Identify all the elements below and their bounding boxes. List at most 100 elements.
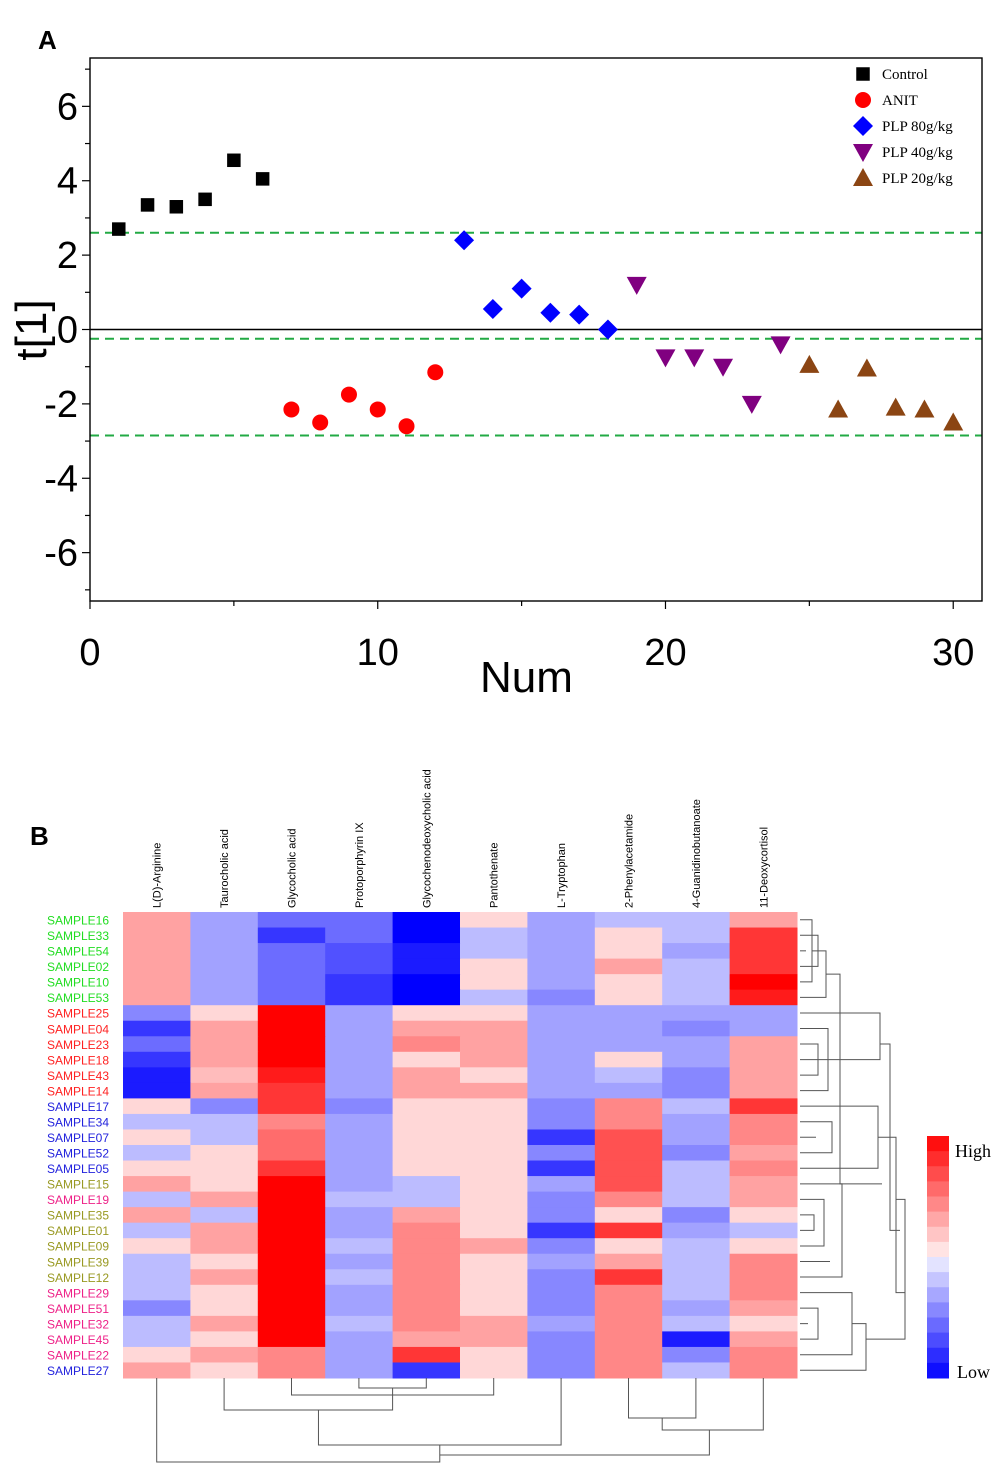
x-tick-label: 20 bbox=[644, 632, 686, 674]
data-point bbox=[770, 336, 791, 355]
heatmap-cell bbox=[123, 1129, 191, 1146]
heatmap-cell bbox=[460, 1145, 528, 1162]
heatmap-cell bbox=[392, 1051, 461, 1068]
heatmap-cell bbox=[392, 1005, 461, 1022]
row-label: SAMPLE54 bbox=[47, 945, 109, 959]
row-label: SAMPLE16 bbox=[47, 914, 109, 928]
legend-label: Control bbox=[882, 67, 928, 83]
heatmap-cell bbox=[527, 1051, 596, 1068]
heatmap-cell bbox=[527, 1082, 596, 1099]
heatmap-cell bbox=[392, 912, 461, 929]
heatmap-cell bbox=[123, 1020, 191, 1037]
row-label: SAMPLE35 bbox=[47, 1209, 109, 1223]
heatmap-cell bbox=[729, 1207, 798, 1224]
heatmap-cell bbox=[527, 1067, 596, 1084]
legend-marker bbox=[855, 92, 871, 108]
row-label: SAMPLE27 bbox=[47, 1364, 109, 1378]
heatmap-cell bbox=[662, 1051, 731, 1068]
dendrogram-branch bbox=[878, 1136, 905, 1294]
heatmap-cell bbox=[257, 1300, 326, 1317]
heatmap-cell bbox=[190, 974, 259, 991]
x-tick-label: 0 bbox=[79, 632, 100, 674]
heatmap-cell bbox=[527, 1253, 596, 1270]
row-label: SAMPLE23 bbox=[47, 1038, 109, 1052]
heatmap-cell bbox=[392, 1129, 461, 1146]
color-key-swatch bbox=[927, 1226, 949, 1243]
heatmap-cell bbox=[190, 1176, 259, 1193]
heatmap-cell bbox=[527, 1346, 596, 1363]
data-point bbox=[856, 358, 877, 377]
heatmap-cell bbox=[257, 1051, 326, 1068]
heatmap-cell bbox=[190, 1098, 259, 1115]
heatmap-cell bbox=[594, 1082, 663, 1099]
data-point bbox=[914, 399, 935, 418]
heatmap-cell bbox=[662, 1300, 731, 1317]
data-point bbox=[340, 386, 357, 403]
heatmap-cell bbox=[123, 1238, 191, 1255]
heatmap-cell bbox=[594, 1129, 663, 1146]
data-point bbox=[943, 412, 964, 431]
heatmap-cell bbox=[257, 1191, 326, 1208]
heatmap-cell bbox=[527, 974, 596, 991]
heatmap-cell bbox=[392, 1269, 461, 1286]
heatmap-cell bbox=[527, 1020, 596, 1037]
y-tick-label: 0 bbox=[57, 310, 78, 352]
dendrogram-branch bbox=[826, 973, 882, 1185]
heatmap-cell bbox=[325, 1082, 394, 1099]
heatmap-cell bbox=[123, 1269, 191, 1286]
heatmap-cell bbox=[190, 1300, 259, 1317]
row-label: SAMPLE51 bbox=[47, 1302, 109, 1316]
column-label: L(D)-Arginine bbox=[152, 843, 164, 908]
x-tick-label: 10 bbox=[357, 632, 399, 674]
heatmap-cell bbox=[123, 1113, 191, 1130]
data-point bbox=[112, 222, 126, 236]
heatmap-cell bbox=[460, 1222, 528, 1239]
dendrogram-branch bbox=[800, 1043, 819, 1076]
panel-label-b: B bbox=[30, 821, 49, 851]
dendrogram-branch bbox=[439, 1430, 710, 1456]
heatmap-cell bbox=[594, 1191, 663, 1208]
heatmap-cell bbox=[662, 1020, 731, 1037]
heatmap-cell bbox=[460, 1253, 528, 1270]
heatmap-cell bbox=[729, 1051, 798, 1068]
heatmap-cell bbox=[325, 989, 394, 1006]
data-point bbox=[741, 395, 762, 414]
row-label: SAMPLE52 bbox=[47, 1147, 109, 1161]
data-point bbox=[312, 414, 329, 431]
data-point bbox=[713, 358, 734, 377]
data-point bbox=[540, 302, 561, 323]
heatmap-cell bbox=[662, 1145, 731, 1162]
column-label: 2-Phenylacetamide bbox=[624, 814, 636, 908]
heatmap-cell bbox=[392, 1098, 461, 1115]
heatmap-cell bbox=[257, 958, 326, 975]
heatmap-cell bbox=[594, 912, 663, 929]
color-key-swatch bbox=[927, 1181, 949, 1197]
scatter-axes: -6 -4 -2 0 2 4 6 0 10 20 30 bbox=[44, 57, 983, 674]
heatmap-cell bbox=[392, 1331, 461, 1348]
panel-a: A -6 -4 -2 0 2 4 6 0 10 20 30 Num t[1] Control ANIT… bbox=[7, 25, 983, 702]
heatmap-cell bbox=[123, 1067, 191, 1084]
heatmap-cell bbox=[527, 1176, 596, 1193]
heatmap-cell bbox=[729, 1067, 798, 1084]
heatmap-cell bbox=[460, 1113, 528, 1130]
heatmap-cell bbox=[257, 1160, 326, 1177]
heatmap-cell bbox=[325, 1253, 394, 1270]
heatmap-cell bbox=[190, 1051, 259, 1068]
heatmap-cell bbox=[257, 1238, 326, 1255]
heatmap-cell bbox=[392, 927, 461, 944]
data-point bbox=[511, 278, 532, 299]
heatmap-cell bbox=[527, 1098, 596, 1115]
dendrogram-branch bbox=[358, 1378, 427, 1389]
heatmap-cell bbox=[662, 943, 731, 960]
heatmap-cell bbox=[729, 1315, 798, 1332]
dendrogram-branch bbox=[800, 950, 827, 998]
color-key-swatch bbox=[927, 1136, 949, 1152]
heatmap-cell bbox=[392, 1222, 461, 1239]
heatmap-cell bbox=[729, 1222, 798, 1239]
column-label: 4-Guanidinobutanoate bbox=[691, 799, 703, 908]
heatmap-cell bbox=[594, 1331, 663, 1348]
heatmap-cell bbox=[257, 1207, 326, 1224]
heatmap-cell bbox=[594, 1113, 663, 1130]
heatmap-cell bbox=[460, 1160, 528, 1177]
